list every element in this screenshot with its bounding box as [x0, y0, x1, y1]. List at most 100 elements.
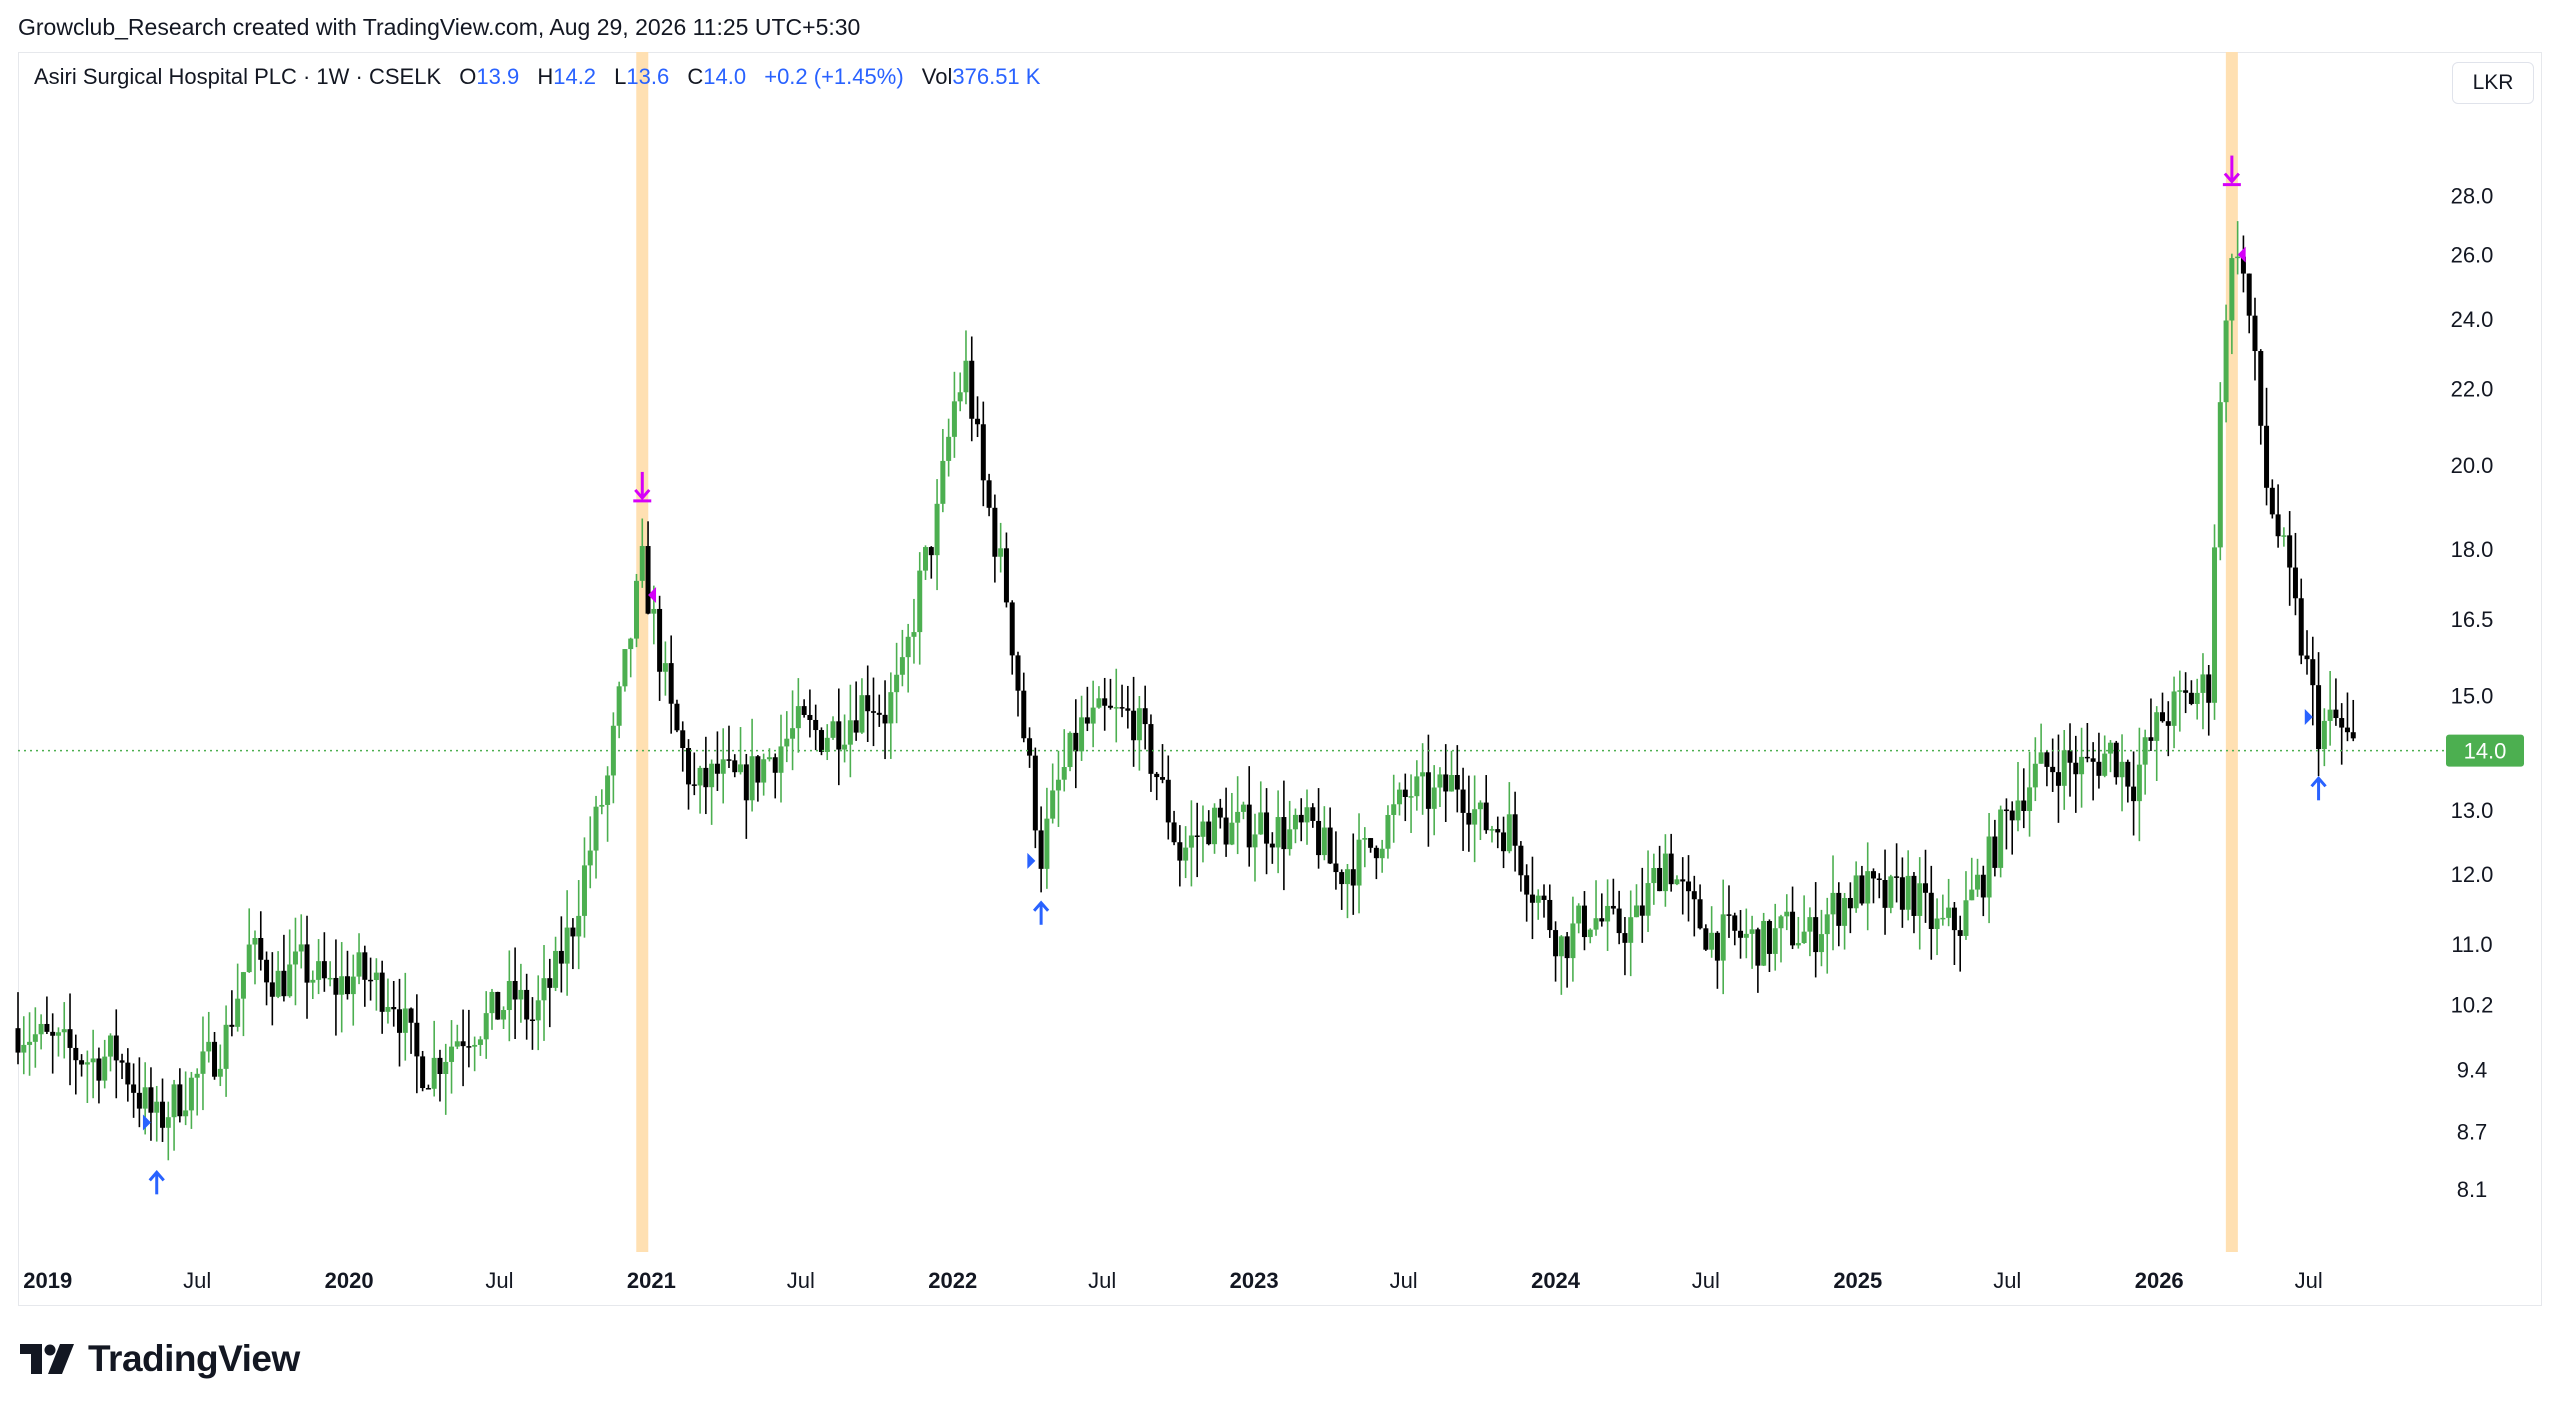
candle-body — [1015, 655, 1021, 691]
candle-body — [1813, 917, 1819, 953]
candle-body — [2027, 787, 2033, 812]
candle-body — [2090, 758, 2096, 762]
candle-body — [1512, 814, 1518, 846]
candle-body — [1107, 705, 1113, 708]
candle-body — [1449, 775, 1455, 792]
candle-body — [934, 503, 940, 556]
candle-body — [67, 1029, 73, 1048]
candle-body — [674, 703, 680, 731]
candle-body — [529, 1019, 535, 1022]
candle-body — [1859, 875, 1865, 904]
candle-body — [1414, 776, 1420, 797]
candle-body — [969, 360, 975, 419]
candle-body — [778, 746, 784, 773]
candle-body — [1431, 787, 1437, 809]
candle-body — [466, 1046, 472, 1048]
candle-body — [2350, 732, 2356, 739]
candle-body — [1096, 698, 1102, 708]
candle-body — [558, 950, 564, 964]
triangle-marker — [648, 587, 657, 604]
candle-body — [506, 981, 512, 1011]
candle-body — [1581, 905, 1587, 938]
x-tick-label: Jul — [1993, 1268, 2021, 1293]
candle-body — [206, 1041, 212, 1052]
sell-signal-arrowhead — [2223, 172, 2240, 184]
candle-body — [1373, 847, 1379, 859]
candle-body — [1622, 933, 1628, 943]
candle-body — [795, 706, 801, 729]
candle-body — [1905, 875, 1911, 910]
y-tick-label: 24.0 — [2451, 307, 2494, 332]
candle-body — [616, 686, 622, 726]
candle-body — [420, 1056, 426, 1089]
candle-body — [1160, 777, 1166, 780]
candle-body — [287, 964, 293, 997]
candle-body — [1212, 807, 1218, 845]
candle-body — [2223, 320, 2229, 403]
candle-body — [1686, 881, 1692, 892]
candle-body — [1420, 772, 1426, 777]
candle-body — [1553, 930, 1559, 957]
candle-body — [2258, 351, 2264, 426]
candle-body — [2212, 547, 2218, 703]
candle-body — [1362, 838, 1368, 840]
candle-body — [107, 1035, 113, 1057]
candle-body — [1506, 814, 1512, 852]
x-tick-label: 2020 — [325, 1268, 374, 1293]
candle-body — [755, 756, 761, 783]
candle-body — [131, 1084, 137, 1093]
candle-body — [327, 977, 333, 980]
candle-body — [84, 1062, 90, 1065]
candle-body — [1951, 907, 1957, 931]
candle-body — [1165, 779, 1171, 823]
candle-body — [2344, 727, 2350, 733]
candle-body — [1790, 911, 1796, 946]
candle-body — [1778, 916, 1784, 929]
triangle-marker — [1027, 852, 1036, 869]
x-tick-label: 2021 — [627, 1268, 676, 1293]
candle-body — [1223, 817, 1229, 845]
candle-body — [1680, 879, 1686, 882]
candle-body — [316, 961, 322, 980]
candle-body — [443, 1061, 449, 1074]
y-tick-label: 8.7 — [2457, 1120, 2488, 1145]
candle-body — [1830, 892, 1836, 915]
candle-body — [853, 720, 859, 733]
candle-body — [240, 972, 246, 999]
candle-body — [818, 730, 824, 752]
highlight-bands — [636, 52, 2238, 1252]
candle-body — [1691, 891, 1697, 900]
candle-body — [2136, 764, 2142, 802]
candle-body — [743, 764, 749, 801]
candle-body — [547, 978, 553, 988]
legend-close-value: 14.0 — [703, 64, 747, 89]
candle-body — [576, 915, 582, 937]
candle-body — [402, 1008, 408, 1033]
candle-body — [362, 952, 368, 980]
candle-body — [512, 981, 518, 1000]
candle-body — [2084, 756, 2090, 759]
candle-body — [1529, 894, 1535, 903]
candle-body — [1535, 895, 1541, 903]
triangle-marker — [142, 1114, 151, 1131]
candle-body — [79, 1060, 85, 1065]
candle-body — [2142, 737, 2148, 765]
candle-body — [633, 580, 639, 639]
candle-body — [1217, 807, 1223, 818]
candle-body — [50, 1031, 56, 1036]
candle-body — [1720, 914, 1726, 961]
candle-body — [1547, 899, 1553, 931]
candle-body — [1651, 867, 1657, 884]
candle-body — [905, 636, 911, 658]
candle-body — [1454, 775, 1460, 790]
candle-body — [888, 692, 894, 724]
currency-button[interactable]: LKR — [2452, 62, 2534, 104]
candle-body — [2281, 535, 2287, 537]
candle-body — [310, 979, 316, 983]
candlestick-series — [15, 221, 2356, 1161]
candle-body — [1460, 789, 1466, 813]
y-tick-label: 22.0 — [2451, 376, 2494, 401]
tradingview-logo[interactable]: TradingView — [20, 1338, 300, 1380]
highlight-band — [636, 52, 649, 1252]
